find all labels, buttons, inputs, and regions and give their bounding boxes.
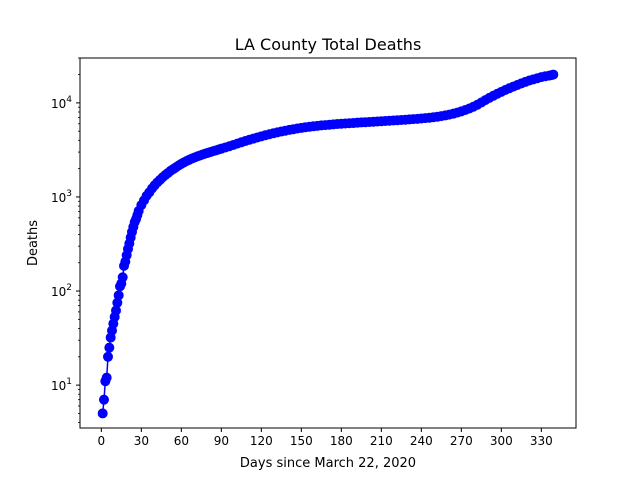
- x-axis-label: Days since March 22, 2020: [240, 456, 416, 471]
- x-tick-label: 120: [250, 434, 273, 448]
- x-tick-label: 210: [370, 434, 393, 448]
- x-tick-label: 300: [490, 434, 513, 448]
- x-tick-label: 270: [450, 434, 473, 448]
- data-point: [101, 372, 112, 383]
- x-tick-label: 150: [290, 434, 313, 448]
- x-axis: 0 30 60 90 120 150 180 210 240 270 300 330: [98, 428, 553, 448]
- data-point: [113, 290, 124, 301]
- x-tick-label: 30: [134, 434, 149, 448]
- data-point: [117, 272, 128, 283]
- series-layer: [97, 69, 559, 419]
- y-tick-label: 104: [51, 95, 72, 111]
- data-point: [99, 394, 109, 405]
- data-point: [548, 69, 559, 80]
- data-point: [104, 342, 115, 353]
- y-tick-label: 103: [51, 189, 72, 205]
- data-point: [103, 351, 113, 362]
- x-tick-label: 330: [530, 434, 553, 448]
- x-tick-label: 180: [330, 434, 353, 448]
- x-tick-label: 60: [174, 434, 189, 448]
- y-axis-label: Deaths: [26, 220, 41, 266]
- y-axis: 101 102 103 104: [51, 57, 80, 423]
- y-tick-label: 101: [51, 377, 72, 393]
- chart-title: LA County Total Deaths: [235, 35, 422, 54]
- y-tick-label: 102: [51, 283, 72, 299]
- x-tick-label: 90: [214, 434, 229, 448]
- plot-frame: [79, 57, 577, 429]
- x-tick-label: 240: [410, 434, 433, 448]
- data-point: [97, 408, 108, 419]
- x-tick-label: 0: [98, 434, 106, 448]
